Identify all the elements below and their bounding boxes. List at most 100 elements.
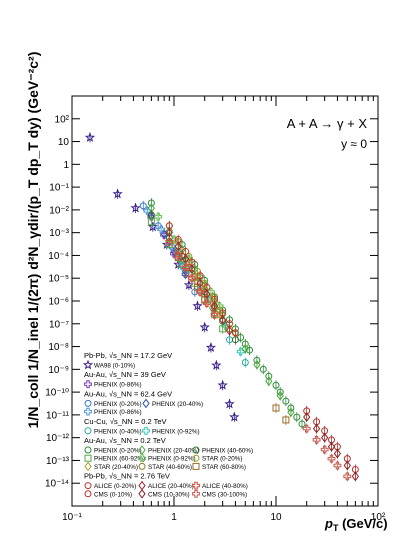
- legend-entry-label: ALICE (0-20%): [94, 483, 136, 490]
- legend-entry-label: STAR (60-80%): [202, 464, 246, 471]
- y-axis-label-text: 1/N_coll 1/N_inel 1/(2π) d²N_γdir/(p_T d…: [25, 52, 41, 429]
- legend-marker: [84, 399, 92, 407]
- data-point: [287, 407, 295, 418]
- data-point: [147, 218, 155, 226]
- data-point: [225, 325, 234, 336]
- y-tick-label: 10⁻²: [49, 205, 69, 216]
- legend-entry-label: PHENIX (0-92%): [148, 456, 196, 463]
- data-point: [219, 314, 227, 325]
- data-point: [327, 454, 336, 463]
- data-point: [327, 441, 336, 452]
- legend-entry-label: PHENIX (20-40%): [152, 401, 203, 408]
- data-point: [112, 188, 123, 199]
- legend-entry-label: CMS (30-100%): [202, 491, 247, 498]
- legend-marker: [142, 398, 150, 409]
- data-point: [174, 241, 182, 252]
- legend-marker: [84, 482, 92, 490]
- data-point: [272, 381, 280, 389]
- legend-heading: Cu-Cu, √s_NN = 0.2 TeV: [84, 417, 167, 426]
- data-point: [199, 321, 210, 332]
- legend-entry-label: ALICE (40-80%): [202, 483, 248, 490]
- y-tick-label: 10⁻⁴: [48, 251, 69, 262]
- data-point: [210, 310, 219, 319]
- legend-entry-label: PHENIX (40-60%): [202, 448, 253, 455]
- legend-heading: Au-Au, √s_NN = 39 GeV: [84, 370, 166, 379]
- legend-marker: [138, 480, 146, 491]
- legend-entry-label: ALICE (20-40%): [148, 483, 194, 490]
- data-point: [333, 461, 342, 470]
- y-tick-label: 10⁻⁷: [49, 319, 69, 330]
- data-point: [165, 237, 174, 246]
- legend-marker: [84, 446, 92, 454]
- data-point: [202, 299, 211, 308]
- data-point: [192, 300, 203, 311]
- legend-marker: [84, 427, 92, 435]
- data-point: [298, 420, 306, 428]
- data-point: [196, 288, 204, 296]
- data-point: [205, 342, 217, 352]
- legend-marker: [192, 489, 200, 498]
- data-point: [333, 448, 342, 459]
- legend-entry-label: PHENIX (60-92%): [94, 456, 145, 463]
- y-tick-label: 10⁻¹¹: [46, 410, 70, 421]
- data-point: [203, 289, 211, 299]
- data-point: [130, 202, 141, 213]
- y-tick-label: 10⁻¹: [49, 183, 69, 194]
- data-point: [224, 398, 235, 409]
- data-point: [188, 274, 196, 283]
- legend-marker: [84, 380, 92, 389]
- legend-marker: [82, 359, 94, 370]
- x-tick-label: 10: [270, 512, 282, 523]
- legend-heading: Pb-Pb, √s_NN = 2.76 TeV: [84, 472, 170, 481]
- legend-marker: [192, 462, 200, 470]
- legend-heading: Au-Au, √s_NN = 0.2 TeV: [84, 436, 166, 445]
- y-tick-label: 10²: [55, 114, 70, 125]
- data-point: [343, 460, 351, 471]
- legend-marker: [192, 481, 200, 490]
- data-point: [282, 397, 290, 405]
- y-tick-label: 10⁻¹³: [46, 456, 70, 467]
- x-tick-label: 1: [171, 512, 177, 523]
- series-18: [165, 236, 219, 320]
- data-point: [272, 404, 280, 412]
- legend-entry-label: STAR (20-40%): [94, 464, 138, 471]
- data-point: [276, 390, 284, 401]
- legend-marker: [138, 454, 146, 463]
- x-tick-label: 10²: [371, 512, 386, 523]
- series-21: [302, 423, 352, 482]
- legend-heading: Au-Au, √s_NN = 62.4 GeV: [84, 389, 172, 398]
- legend-marker: [84, 454, 92, 462]
- data-point: [211, 359, 222, 370]
- y-tick-label: 10⁻¹⁰: [45, 388, 69, 399]
- legend-marker: [84, 490, 92, 498]
- data-point: [246, 346, 254, 354]
- series-0: [84, 132, 240, 423]
- data-points: [84, 132, 359, 482]
- data-point: [312, 423, 321, 434]
- legend-entry-label: PHENIX (0-20%): [94, 448, 142, 455]
- y-tick-label: 10⁻¹²: [46, 433, 70, 444]
- data-point: [236, 347, 245, 356]
- legend-entry-label: CMS (10-30%): [148, 491, 190, 498]
- y-tick-label: 10: [58, 137, 70, 148]
- legend-entry-label: PHENIX (0-86%): [94, 382, 142, 389]
- legend-entry-label: CMS (0-10%): [94, 491, 132, 498]
- y-tick-label: 1: [63, 160, 69, 171]
- legend-entry-label: PHENIX (20-40%): [148, 448, 199, 455]
- x-axis-label: pT (GeV/c): [324, 516, 388, 533]
- data-point: [157, 225, 166, 234]
- y-axis-label: 1/N_coll 1/N_inel 1/(2π) d²N_γdir/(p_T d…: [25, 52, 41, 429]
- reaction-label: A + A → γ + X: [287, 116, 368, 131]
- data-point: [84, 132, 96, 142]
- data-point: [320, 445, 329, 454]
- legend-marker: [138, 445, 146, 455]
- data-point: [259, 365, 267, 373]
- data-point: [165, 227, 173, 238]
- data-point: [303, 412, 311, 422]
- legend-marker: [138, 488, 146, 499]
- y-tick-label: 10⁻⁹: [48, 365, 69, 376]
- data-point: [139, 202, 147, 210]
- data-point: [351, 471, 359, 482]
